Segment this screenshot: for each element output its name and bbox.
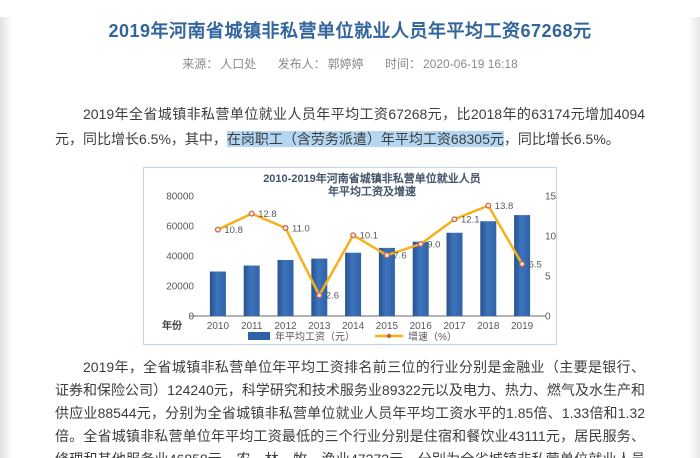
legend-line-marker: [386, 333, 392, 339]
meta-time-label: 时间：: [384, 57, 421, 71]
marker-2018: [485, 202, 492, 209]
meta-publisher: 发布人： 郭婷婷: [278, 57, 364, 71]
left-axis-labels: 0 20000 40000 60000 80000: [166, 192, 194, 323]
x-tick-2019: 2019: [511, 321, 534, 332]
chart-legend: 年平均工资（元） 增速（%）: [248, 330, 457, 343]
marker-2014: [350, 232, 357, 239]
meta-source: 来源： 人口处: [182, 57, 256, 71]
left-tick-0: 0: [188, 312, 194, 323]
marker-2015: [383, 252, 390, 259]
x-tick-2017: 2017: [443, 321, 466, 332]
left-tick-40000: 40000: [166, 252, 194, 263]
paragraph-1-before: 2019年全省城镇非私营单位就业人员年平均工资67268元，比2018年的631…: [55, 106, 645, 147]
right-axis-labels: 0 5 10 15: [545, 192, 556, 323]
bar-2012: [277, 259, 294, 316]
right-tick-10: 10: [545, 232, 556, 243]
x-axis-labels: 年份 2010 2011 2012 2013 2014 2015 2016 2017 2018 20…: [162, 319, 534, 332]
article-meta: 来源： 人口处 发布人： 郭婷婷 时间： 2020-06-19 16:18: [0, 55, 700, 72]
marker-2012: [282, 224, 289, 231]
meta-time-value: 2020-06-19 16:18: [423, 57, 518, 71]
left-tick-60000: 60000: [166, 222, 194, 233]
growth-label-2016: 9.0: [427, 240, 440, 251]
wage-growth-combo-chart: 2010-2019年河南省城镇非私营单位就业人员 年平均工资及增速 0 20000 40…: [144, 168, 556, 344]
paragraph-1: 2019年全省城镇非私营单位就业人员年平均工资67268元，比2018年的631…: [55, 102, 645, 152]
growth-label-2012: 11.0: [292, 224, 310, 235]
x-tick-2016: 2016: [410, 321, 433, 332]
bars-group: [209, 215, 531, 316]
right-tick-0: 0: [545, 312, 551, 323]
growth-label-2015: 7.6: [393, 251, 406, 262]
paragraph-2: 2019年，全省城镇非私营单位年平均工资排名前三位的行业分别是金融业（主要是银行…: [55, 359, 645, 458]
bar-2016: [412, 241, 429, 316]
growth-label-2019: 6.5: [529, 260, 542, 271]
page-edge-shadow-right: [688, 17, 700, 458]
growth-label-2018: 13.8: [495, 201, 514, 212]
growth-line: [216, 204, 524, 297]
growth-label-2017: 12.1: [461, 215, 480, 226]
x-tick-2012: 2012: [274, 321, 297, 332]
marker-2013: [316, 292, 323, 299]
chart-title-line2: 年平均工资及增速: [328, 184, 416, 198]
x-axis-title: 年份: [162, 319, 183, 332]
bar-2011: [243, 265, 260, 316]
left-tick-20000: 20000: [166, 282, 194, 293]
marker-2017: [451, 216, 458, 223]
legend-bar-swatch: [248, 332, 270, 340]
chart-title-line1: 2010-2019年河南省城镇非私营单位就业人员: [263, 171, 481, 185]
marker-2019: [519, 260, 526, 267]
legend-bar-label: 年平均工资（元）: [275, 330, 355, 343]
growth-label-2010: 10.8: [224, 225, 243, 236]
meta-time: 时间： 2020-06-19 16:18: [385, 57, 518, 71]
marker-2010: [214, 226, 221, 233]
x-tick-2010: 2010: [207, 321, 230, 332]
meta-source-label: 来源：: [182, 57, 219, 71]
left-tick-80000: 80000: [166, 192, 194, 203]
x-tick-2011: 2011: [241, 321, 263, 332]
meta-publisher-label: 发布人：: [277, 57, 326, 71]
wage-chart-panel: 2010-2019年河南省城镇非私营单位就业人员 年平均工资及增速 0 20000 40…: [143, 167, 557, 345]
meta-publisher-value: 郭婷婷: [327, 57, 364, 71]
x-tick-2015: 2015: [376, 321, 399, 332]
growth-label-2014: 10.1: [360, 231, 379, 242]
growth-label-2011: 12.8: [258, 209, 277, 220]
wage-highlight: 在岗职工（含劳务派遣）年平均工资68305元: [226, 131, 504, 147]
meta-source-value: 人口处: [220, 57, 257, 71]
growth-markers: 10.8 12.8 11.0 2.6 10.1 7.6 9.0 12.1 13.8 6.5: [214, 201, 542, 302]
bar-2010: [209, 271, 226, 316]
page-edge-shadow-left: [0, 17, 12, 458]
legend-line-label: 增速（%）: [408, 330, 457, 343]
x-tick-2014: 2014: [342, 321, 365, 332]
growth-label-2013: 2.6: [326, 291, 339, 302]
right-tick-5: 5: [545, 272, 551, 283]
bar-2018: [480, 221, 497, 316]
page-title: 2019年河南省城镇非私营单位就业人员年平均工资67268元: [108, 21, 592, 41]
bar-2015: [378, 247, 395, 316]
paragraph-1-after: ，同比增长6.5%。: [503, 131, 620, 147]
right-tick-15: 15: [545, 192, 556, 203]
bar-2014: [345, 252, 362, 316]
marker-2016: [417, 240, 424, 247]
bar-2013: [311, 258, 328, 316]
marker-2011: [248, 210, 255, 217]
bar-2017: [446, 232, 463, 316]
x-tick-2013: 2013: [308, 321, 331, 332]
x-tick-2018: 2018: [477, 321, 500, 332]
